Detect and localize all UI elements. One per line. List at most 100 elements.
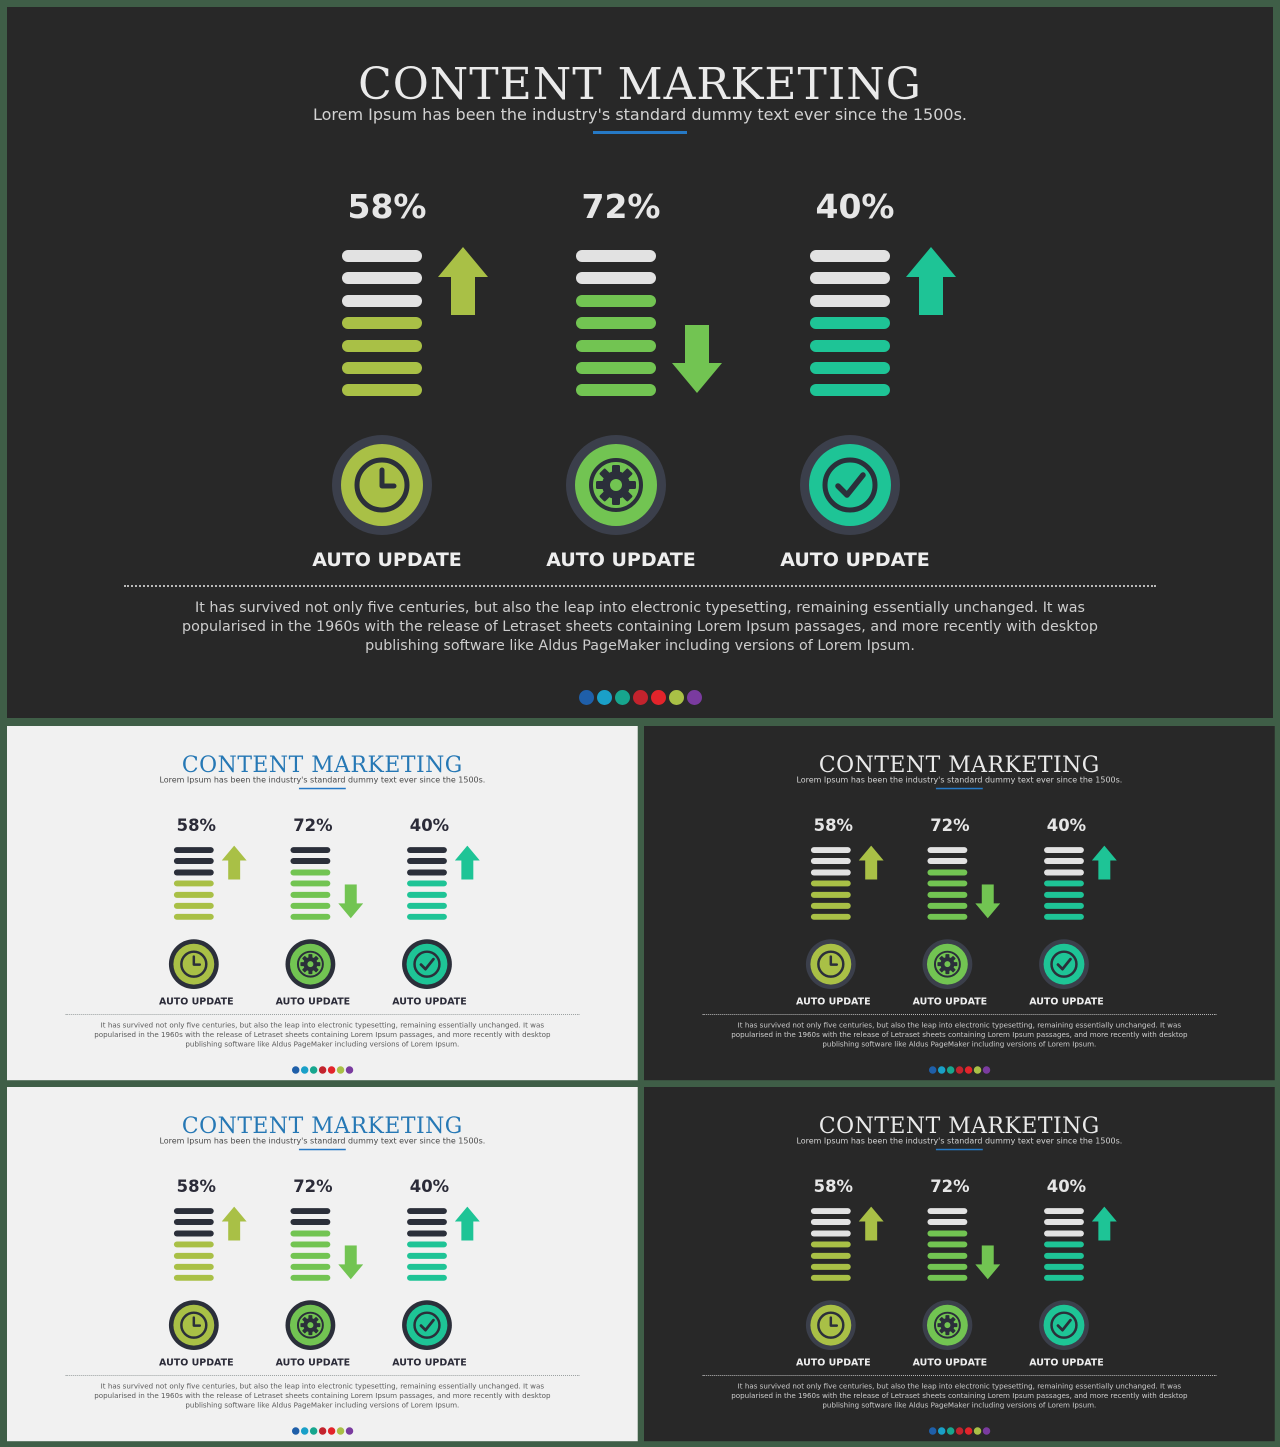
pager-dot-3[interactable]	[309, 1066, 318, 1074]
bar-stack	[290, 1208, 331, 1286]
stat-column-3: 40% AUTO UPDATE	[392, 815, 507, 1010]
gear-icon	[296, 950, 324, 978]
level-bar	[1044, 880, 1084, 887]
pager-dot-6[interactable]	[336, 1066, 345, 1074]
pager-dot-3[interactable]	[946, 1066, 955, 1074]
checkmark-icon	[1050, 950, 1078, 978]
level-bar	[290, 891, 331, 898]
level-bar	[407, 869, 447, 876]
pager-dot-4[interactable]	[632, 690, 648, 705]
level-bar	[927, 1263, 968, 1270]
level-bar	[576, 361, 656, 374]
level-bar	[407, 1263, 447, 1270]
stat-label: AUTO UPDATE	[796, 1357, 871, 1368]
slide-thumbnail-4[interactable]: CONTENT MARKETING Lorem Ipsum has been t…	[644, 1087, 1275, 1442]
percent-value: 40%	[409, 815, 450, 836]
level-bar	[1044, 858, 1084, 865]
stat-label: AUTO UPDATE	[912, 1357, 988, 1368]
pager-dot-7[interactable]	[982, 1066, 990, 1074]
level-bar	[576, 384, 656, 397]
pager-dots	[644, 1066, 1275, 1074]
percent-value: 72%	[930, 815, 970, 836]
level-bar	[407, 913, 447, 920]
level-bar	[173, 913, 214, 920]
pager-dot-7[interactable]	[345, 1066, 353, 1074]
pager-dot-1[interactable]	[291, 1066, 300, 1074]
pager-dot-7[interactable]	[686, 690, 702, 705]
pager-dot-3[interactable]	[309, 1427, 318, 1435]
pager-dot-2[interactable]	[596, 690, 612, 705]
level-bar	[1044, 1241, 1084, 1248]
pager-dot-4[interactable]	[318, 1066, 327, 1074]
icon-badge	[168, 1300, 219, 1351]
arrow-up-icon	[438, 247, 488, 317]
bar-stack	[407, 847, 447, 925]
stat-column-1: 58% AUTO UPDATE	[159, 1177, 274, 1371]
pager-dot-2[interactable]	[300, 1066, 309, 1074]
body-paragraph: It has survived not only five centuries,…	[731, 1021, 1188, 1049]
pager-dot-5[interactable]	[327, 1427, 336, 1435]
percent-value: 40%	[815, 187, 895, 226]
level-bar	[1044, 1263, 1084, 1270]
checkmark-icon	[413, 950, 441, 978]
gear-icon	[933, 950, 961, 978]
level-bar	[290, 1208, 331, 1215]
pager-dot-6[interactable]	[336, 1427, 345, 1435]
stat-label: AUTO UPDATE	[912, 996, 988, 1007]
pager-dot-5[interactable]	[964, 1066, 973, 1074]
level-bar	[407, 1252, 447, 1259]
stat-label: AUTO UPDATE	[275, 1357, 351, 1368]
pager-dot-6[interactable]	[973, 1427, 982, 1435]
pager-dot-2[interactable]	[937, 1066, 946, 1074]
icon-badge	[332, 435, 432, 535]
level-bar	[1044, 913, 1084, 920]
level-bar	[173, 1230, 214, 1237]
stat-label: AUTO UPDATE	[159, 996, 234, 1007]
icon-badge	[402, 939, 452, 990]
icon-badge	[168, 939, 219, 990]
pager-dot-5[interactable]	[327, 1066, 336, 1074]
level-bar	[1044, 1274, 1084, 1281]
slide-thumbnail-3[interactable]: CONTENT MARKETING Lorem Ipsum has been t…	[7, 1087, 638, 1442]
arrow-up-icon	[858, 845, 884, 881]
pager-dot-1[interactable]	[291, 1427, 300, 1435]
arrow-up-icon	[221, 845, 247, 881]
clock-icon	[817, 950, 845, 978]
level-bar	[342, 294, 422, 307]
gear-icon	[933, 1311, 961, 1339]
pager-dot-6[interactable]	[973, 1066, 982, 1074]
pager-dot-4[interactable]	[955, 1066, 964, 1074]
body-paragraph: It has survived not only five centuries,…	[94, 1021, 551, 1049]
stat-label: AUTO UPDATE	[392, 1357, 467, 1368]
pager-dot-1[interactable]	[928, 1066, 937, 1074]
level-bar	[1044, 1208, 1084, 1215]
level-bar	[927, 891, 968, 898]
pager-dot-4[interactable]	[318, 1427, 327, 1435]
slide-thumbnail-1[interactable]: CONTENT MARKETING Lorem Ipsum has been t…	[7, 726, 638, 1081]
pager-dot-7[interactable]	[345, 1427, 353, 1435]
pager-dot-4[interactable]	[955, 1427, 964, 1435]
pager-dot-7[interactable]	[982, 1427, 990, 1435]
pager-dot-3[interactable]	[614, 690, 630, 705]
level-bar	[290, 902, 331, 909]
level-bar	[290, 847, 331, 854]
bar-stack	[173, 847, 214, 925]
icon-badge	[1039, 939, 1089, 990]
pager-dot-1[interactable]	[928, 1427, 937, 1435]
slide-main[interactable]: CONTENT MARKETING Lorem Ipsum has been t…	[7, 7, 1273, 718]
gear-icon	[296, 1311, 324, 1339]
pager-dot-6[interactable]	[668, 690, 684, 705]
level-bar	[173, 847, 214, 854]
level-bar	[576, 339, 656, 352]
percent-value: 72%	[293, 815, 333, 836]
arrow-down-icon	[975, 1245, 1001, 1280]
pager-dot-1[interactable]	[578, 690, 594, 705]
pager-dot-5[interactable]	[650, 690, 666, 705]
level-bar	[576, 272, 656, 285]
slide-thumbnail-2[interactable]: CONTENT MARKETING Lorem Ipsum has been t…	[644, 726, 1275, 1081]
pager-dot-2[interactable]	[937, 1427, 946, 1435]
pager-dot-5[interactable]	[964, 1427, 973, 1435]
pager-dot-3[interactable]	[946, 1427, 955, 1435]
pager-dot-2[interactable]	[300, 1427, 309, 1435]
level-bar	[290, 858, 331, 865]
